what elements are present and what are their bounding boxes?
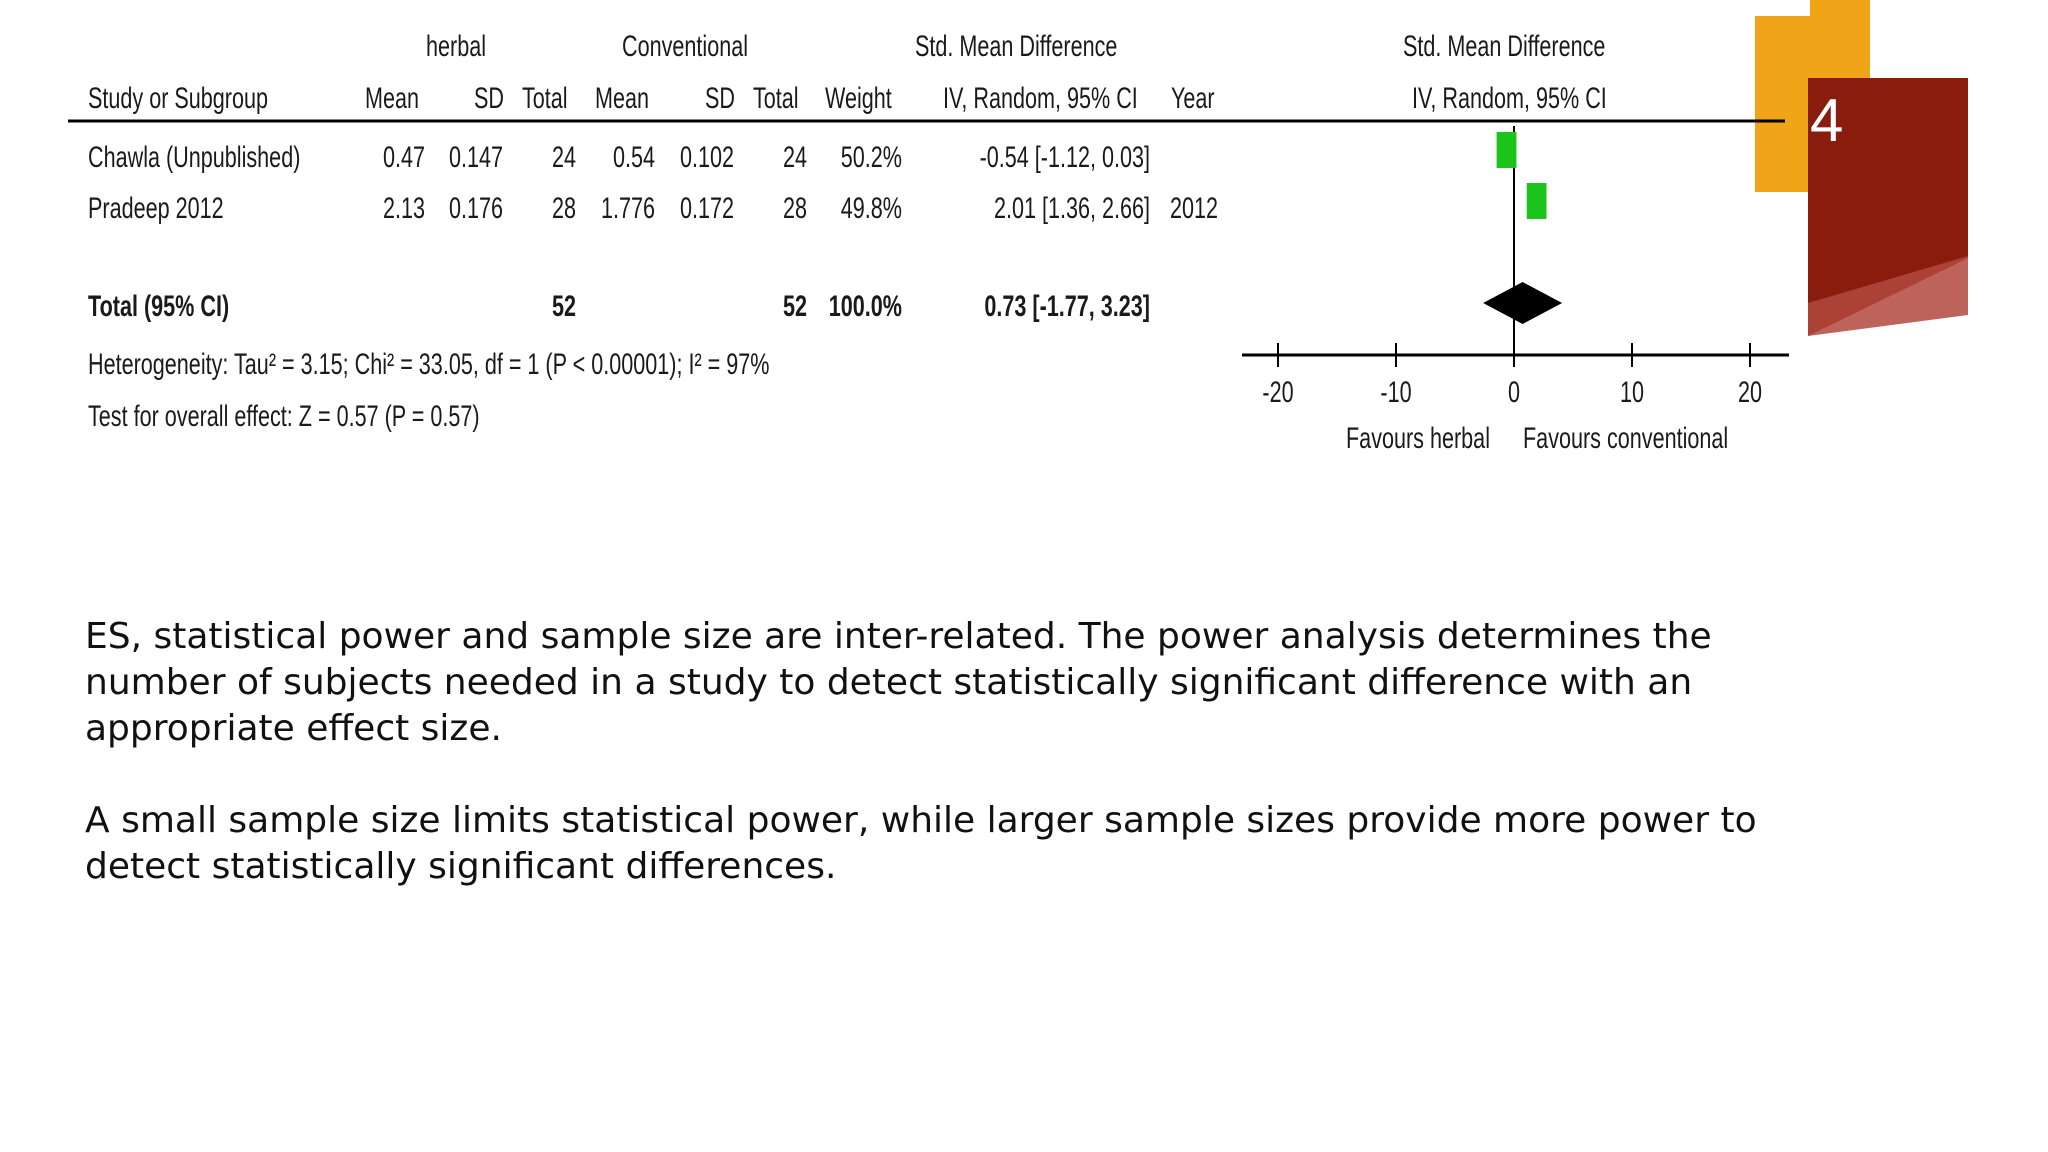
header-smd-right: Std. Mean Difference — [1403, 28, 1605, 62]
x-tick-label: 20 — [1738, 374, 1762, 408]
row1-mean2: 0.54 — [613, 139, 655, 173]
col-sd1: SD — [474, 80, 504, 114]
total-ci: 0.73 [-1.77, 3.23] — [984, 288, 1150, 322]
total-total2: 52 — [783, 288, 807, 322]
row2-mean1: 2.13 — [383, 190, 425, 224]
row1-total1: 24 — [552, 139, 576, 173]
row1-sd2: 0.102 — [680, 139, 734, 173]
x-tick-label: 0 — [1508, 374, 1520, 408]
row2-year: 2012 — [1170, 190, 1218, 224]
red-accent-shape — [1808, 78, 1968, 336]
x-axis-ticks: -20 -10 0 10 20 — [1262, 343, 1762, 409]
row1-sd1: 0.147 — [449, 139, 503, 173]
row1-ci: -0.54 [-1.12, 0.03] — [980, 139, 1150, 173]
x-tick-label: -10 — [1380, 374, 1411, 408]
pooled-effect-diamond — [1483, 282, 1563, 324]
row2-ci: 2.01 [1.36, 2.66] — [994, 190, 1150, 224]
col-study: Study or Subgroup — [88, 80, 268, 114]
total-weight: 100.0% — [829, 288, 902, 322]
col-plot-ci: IV, Random, 95% CI — [1412, 80, 1607, 114]
accent-notch — [1755, 0, 1810, 16]
header-conventional: Conventional — [622, 28, 748, 62]
col-total2: Total — [753, 80, 799, 114]
row2-total2: 28 — [783, 190, 807, 224]
study-markers — [1483, 131, 1563, 324]
study-effect-marker — [1496, 131, 1517, 169]
col-sd2: SD — [705, 80, 735, 114]
col-weight: Weight — [825, 80, 892, 114]
slide-number: 4 — [1810, 87, 1844, 154]
row2-mean2: 1.776 — [601, 190, 655, 224]
favours-conventional-label: Favours conventional — [1523, 420, 1728, 454]
row2-weight: 49.8% — [841, 190, 902, 224]
row1-total2: 24 — [783, 139, 807, 173]
col-ci: IV, Random, 95% CI — [943, 80, 1138, 114]
col-total1: Total — [522, 80, 568, 114]
row2-study: Pradeep 2012 — [88, 190, 224, 224]
study-effect-marker — [1526, 183, 1547, 219]
row2-sd1: 0.176 — [449, 190, 503, 224]
row2-total1: 28 — [552, 190, 576, 224]
row1-study: Chawla (Unpublished) — [88, 139, 300, 173]
body-paragraph-1: ES, statistical power and sample size ar… — [85, 616, 1712, 749]
favours-herbal-label: Favours herbal — [1346, 420, 1490, 454]
red-accent-highlight — [1808, 256, 1968, 336]
total-total1: 52 — [552, 288, 576, 322]
x-tick-label: 10 — [1620, 374, 1644, 408]
overall-effect-text: Test for overall effect: Z = 0.57 (P = 0… — [88, 398, 480, 432]
row1-mean1: 0.47 — [383, 139, 425, 173]
header-smd-left: Std. Mean Difference — [915, 28, 1117, 62]
col-year: Year — [1171, 80, 1215, 114]
col-mean2: Mean — [595, 80, 649, 114]
forest-plot-figure: herbal Conventional Std. Mean Difference… — [68, 28, 1789, 455]
body-paragraph-2: A small sample size limits statistical p… — [85, 800, 1757, 887]
header-herbal: herbal — [426, 28, 486, 62]
heterogeneity-text: Heterogeneity: Tau² = 3.15; Chi² = 33.05… — [88, 346, 769, 380]
col-mean1: Mean — [365, 80, 419, 114]
slide-body-text: ES, statistical power and sample size ar… — [85, 614, 1845, 936]
forest-plot-panel: -20 -10 0 10 20 Favours herbal Favours conve… — [1242, 126, 1789, 455]
total-study: Total (95% CI) — [88, 288, 229, 322]
row2-sd2: 0.172 — [680, 190, 734, 224]
row1-weight: 50.2% — [841, 139, 902, 173]
x-tick-label: -20 — [1262, 374, 1293, 408]
